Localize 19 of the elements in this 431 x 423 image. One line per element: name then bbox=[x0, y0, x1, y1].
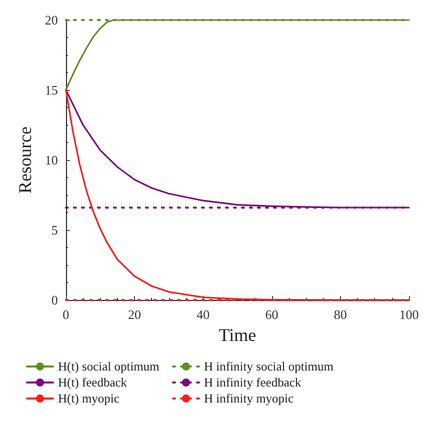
x-axis-title: Time bbox=[218, 324, 256, 345]
x-tick-label: 60 bbox=[265, 307, 278, 322]
x-tick-label: 40 bbox=[196, 307, 210, 322]
legend-label: H(t) myopic bbox=[58, 392, 120, 406]
x-tick-label: 80 bbox=[334, 307, 347, 322]
legend-label: H infinity feedback bbox=[204, 376, 302, 390]
legend-label: H infinity myopic bbox=[204, 392, 294, 406]
legend-label: H(t) social optimum bbox=[58, 360, 160, 374]
y-tick-label: 20 bbox=[44, 12, 58, 28]
y-axis-title: Resource bbox=[15, 126, 35, 194]
legend-label: H(t) feedback bbox=[58, 376, 128, 390]
y-tick-label: 10 bbox=[44, 152, 58, 168]
x-tick-label: 100 bbox=[399, 307, 419, 322]
x-tick-label: 20 bbox=[128, 307, 142, 322]
legend-label: H infinity social optimum bbox=[204, 360, 334, 374]
y-tick-label: 0 bbox=[51, 292, 58, 308]
y-tick-label: 5 bbox=[51, 222, 58, 238]
y-tick-label: 15 bbox=[44, 82, 58, 98]
x-tick-label: 0 bbox=[62, 307, 70, 322]
